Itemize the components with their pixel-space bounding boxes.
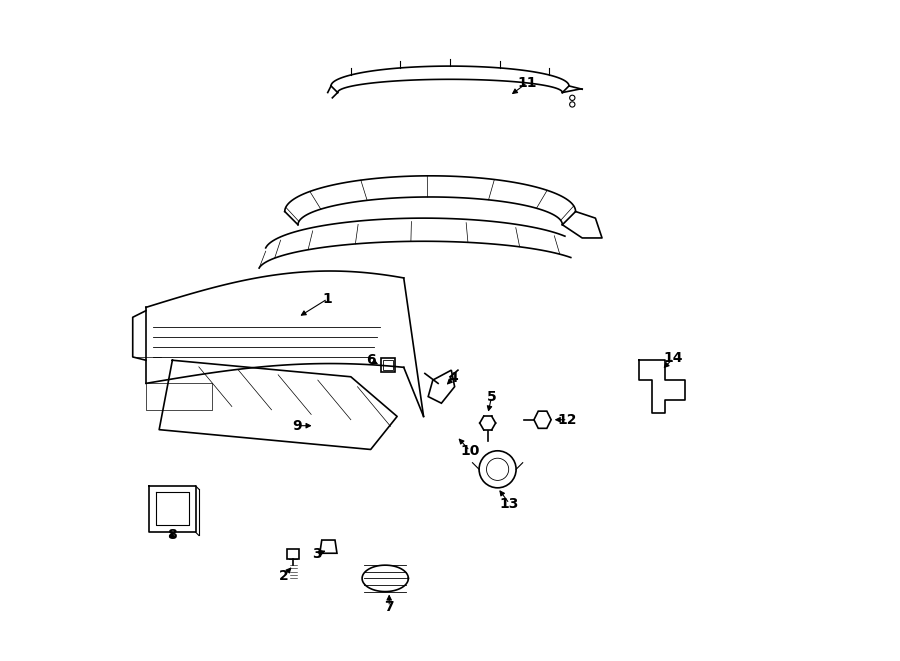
Text: 14: 14 (663, 351, 683, 366)
Text: 4: 4 (448, 371, 458, 385)
Text: 2: 2 (279, 569, 288, 584)
Text: 11: 11 (518, 75, 537, 90)
Text: 10: 10 (460, 444, 480, 458)
Bar (382, 360, 393, 370)
Text: 7: 7 (384, 600, 394, 614)
Text: 6: 6 (366, 353, 375, 368)
Text: 9: 9 (292, 418, 302, 433)
Text: 3: 3 (311, 547, 321, 561)
Text: 12: 12 (558, 412, 578, 427)
Bar (381, 358, 395, 372)
Text: 5: 5 (487, 389, 497, 404)
Bar (287, 549, 300, 559)
Text: 1: 1 (323, 292, 333, 306)
Text: 13: 13 (500, 496, 519, 511)
Text: 8: 8 (167, 528, 177, 543)
